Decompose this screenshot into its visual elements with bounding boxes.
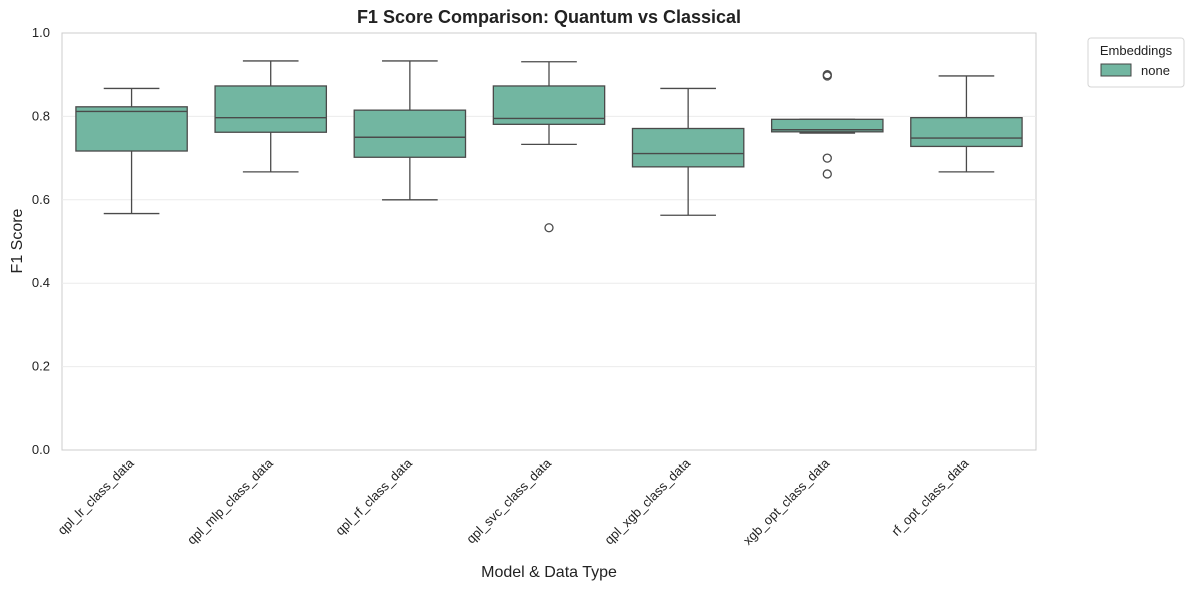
- y-tick-label: 1.0: [32, 25, 50, 40]
- x-tick-label: rf_opt_class_data: [888, 455, 972, 539]
- outlier-point: [822, 71, 832, 81]
- box: [75, 106, 188, 152]
- x-tick-label: qpl_mlp_class_data: [184, 455, 276, 547]
- box-group: [910, 75, 1023, 173]
- box-group: [75, 87, 188, 215]
- box-plots: [75, 60, 1023, 233]
- y-tick-label: 0.4: [32, 275, 50, 290]
- box-group: [214, 60, 328, 173]
- y-tick-label: 0.0: [32, 442, 50, 457]
- legend: Embeddings none: [1087, 37, 1185, 88]
- box-group: [353, 60, 467, 201]
- y-axis-label: F1 Score: [9, 208, 26, 273]
- box-group: [770, 70, 884, 179]
- y-tick-label: 0.8: [32, 108, 50, 123]
- chart-title: F1 Score Comparison: Quantum vs Classica…: [357, 7, 741, 27]
- legend-swatch: [1100, 63, 1132, 77]
- x-tick-label: qpl_xgb_class_data: [601, 455, 693, 547]
- box: [353, 109, 467, 158]
- y-tick-labels: 0.0 0.2 0.4 0.6 0.8 1.0: [32, 25, 50, 457]
- legend-title: Embeddings: [1100, 43, 1173, 58]
- y-tick-label: 0.2: [32, 359, 50, 374]
- outlier-point: [822, 169, 832, 179]
- box-group: [631, 87, 745, 216]
- box: [631, 127, 745, 168]
- box-group: [492, 61, 606, 233]
- x-tick-label: qpl_rf_class_data: [332, 455, 415, 538]
- y-tick-label: 0.6: [32, 192, 50, 207]
- x-tick-label: qpl_lr_class_data: [55, 455, 138, 538]
- x-tick-labels: qpl_lr_class_data qpl_mlp_class_data qpl_r…: [55, 455, 973, 548]
- x-tick-label: xgb_opt_class_data: [740, 455, 833, 548]
- x-axis-label: Model & Data Type: [481, 564, 617, 581]
- box: [770, 118, 884, 133]
- legend-label: none: [1141, 63, 1170, 78]
- box: [214, 85, 328, 133]
- x-tick-label: qpl_svc_class_data: [463, 455, 554, 546]
- box: [910, 117, 1023, 148]
- outlier-point: [822, 153, 832, 163]
- outlier-point: [544, 223, 554, 233]
